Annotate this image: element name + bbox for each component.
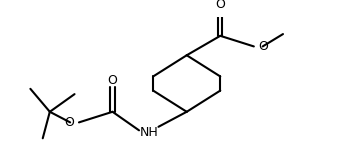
Text: O: O: [108, 74, 118, 87]
Text: O: O: [65, 116, 75, 129]
Text: NH: NH: [140, 126, 159, 139]
Text: O: O: [215, 0, 225, 11]
Text: O: O: [258, 40, 268, 53]
